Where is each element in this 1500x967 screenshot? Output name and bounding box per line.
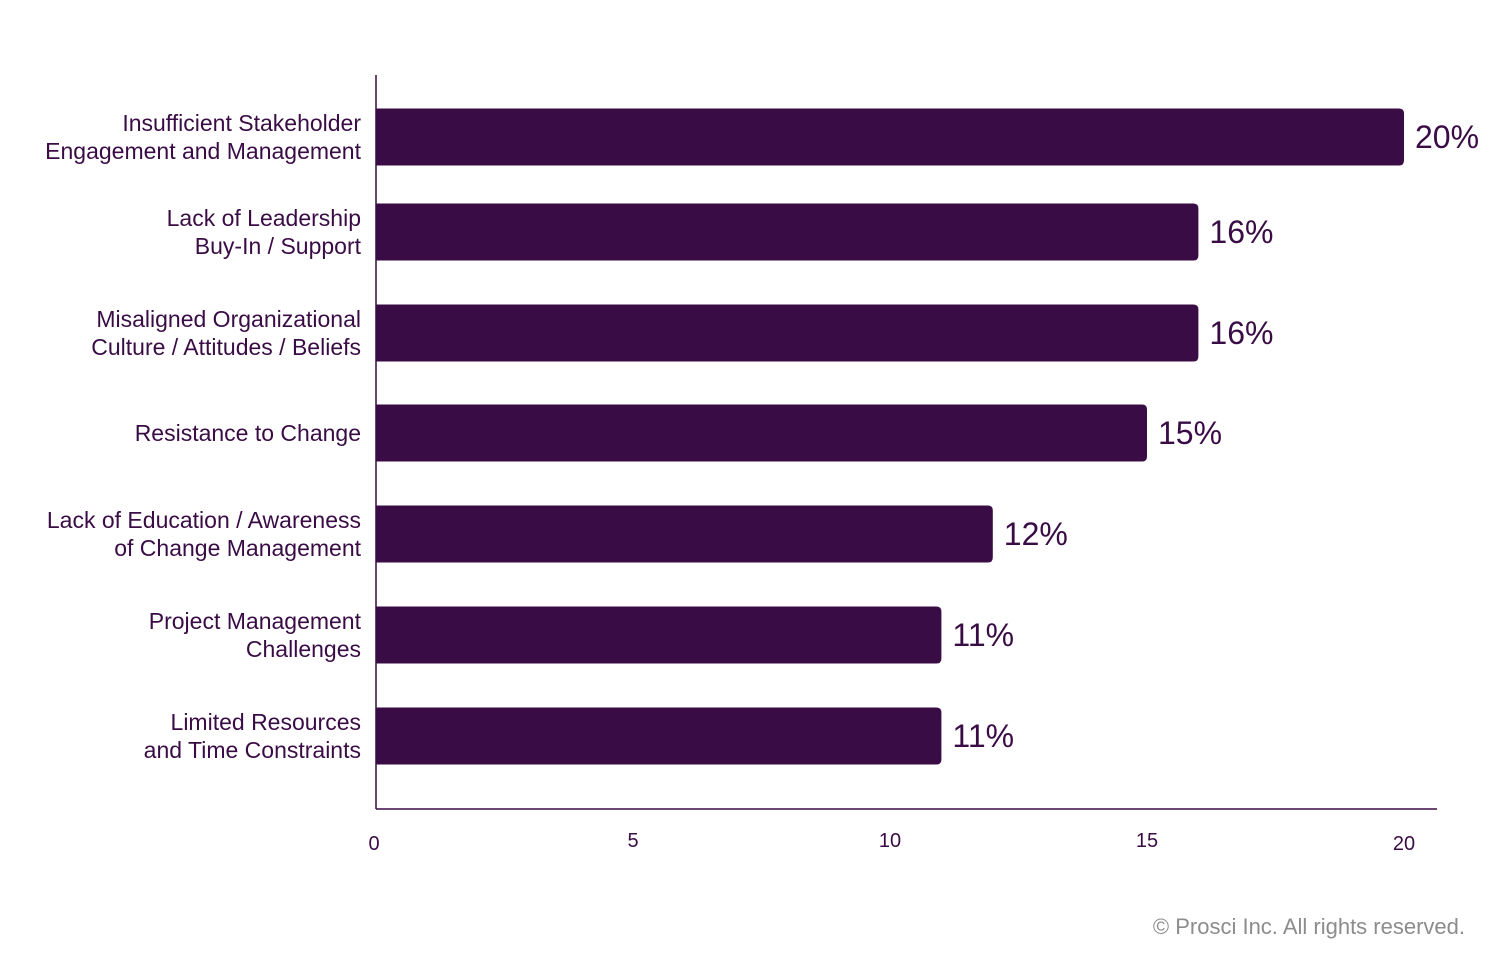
x-tick-label: 5 xyxy=(627,830,638,852)
bar-value-label: 12% xyxy=(1004,516,1068,552)
category-label: Resistance to Change xyxy=(135,420,361,446)
bar xyxy=(376,203,1199,261)
value-labels-group: 20% 16% 16% 15% 12% 11% 11% xyxy=(952,119,1479,754)
x-tick-labels-group: 0 5 10 15 20 xyxy=(368,830,1415,855)
bars-group xyxy=(376,108,1404,765)
x-tick-label: 10 xyxy=(879,830,901,852)
copyright-notice: © Prosci Inc. All rights reserved. xyxy=(1152,914,1465,939)
category-label: Lack of Education / Awareness of Change M… xyxy=(47,507,362,561)
category-label: Misaligned Organizational Culture / Attit… xyxy=(91,306,361,360)
bar xyxy=(376,108,1404,166)
bar xyxy=(376,404,1147,462)
bar xyxy=(376,505,993,563)
category-label: Insufficient Stakeholder Engagement and M… xyxy=(45,110,361,164)
bar xyxy=(376,707,942,765)
x-tick-label: 20 xyxy=(1393,833,1415,855)
bar-value-label: 16% xyxy=(1209,214,1273,250)
category-label: Project Management Challenges xyxy=(149,608,362,662)
category-label: Lack of Leadership Buy-In / Support xyxy=(167,205,362,259)
bar-value-label: 16% xyxy=(1209,315,1273,351)
x-tick-label: 0 xyxy=(368,833,379,855)
bar-value-label: 11% xyxy=(952,718,1014,754)
bar-value-label: 11% xyxy=(952,617,1014,653)
category-label: Limited Resources and Time Constraints xyxy=(144,709,361,763)
bar-value-label: 20% xyxy=(1415,119,1479,155)
x-tick-label: 15 xyxy=(1136,830,1158,852)
bar xyxy=(376,304,1199,362)
category-labels-group: Insufficient Stakeholder Engagement and M… xyxy=(45,110,361,763)
bar xyxy=(376,606,942,664)
bar-value-label: 15% xyxy=(1158,415,1222,451)
axes-group xyxy=(375,75,1437,810)
